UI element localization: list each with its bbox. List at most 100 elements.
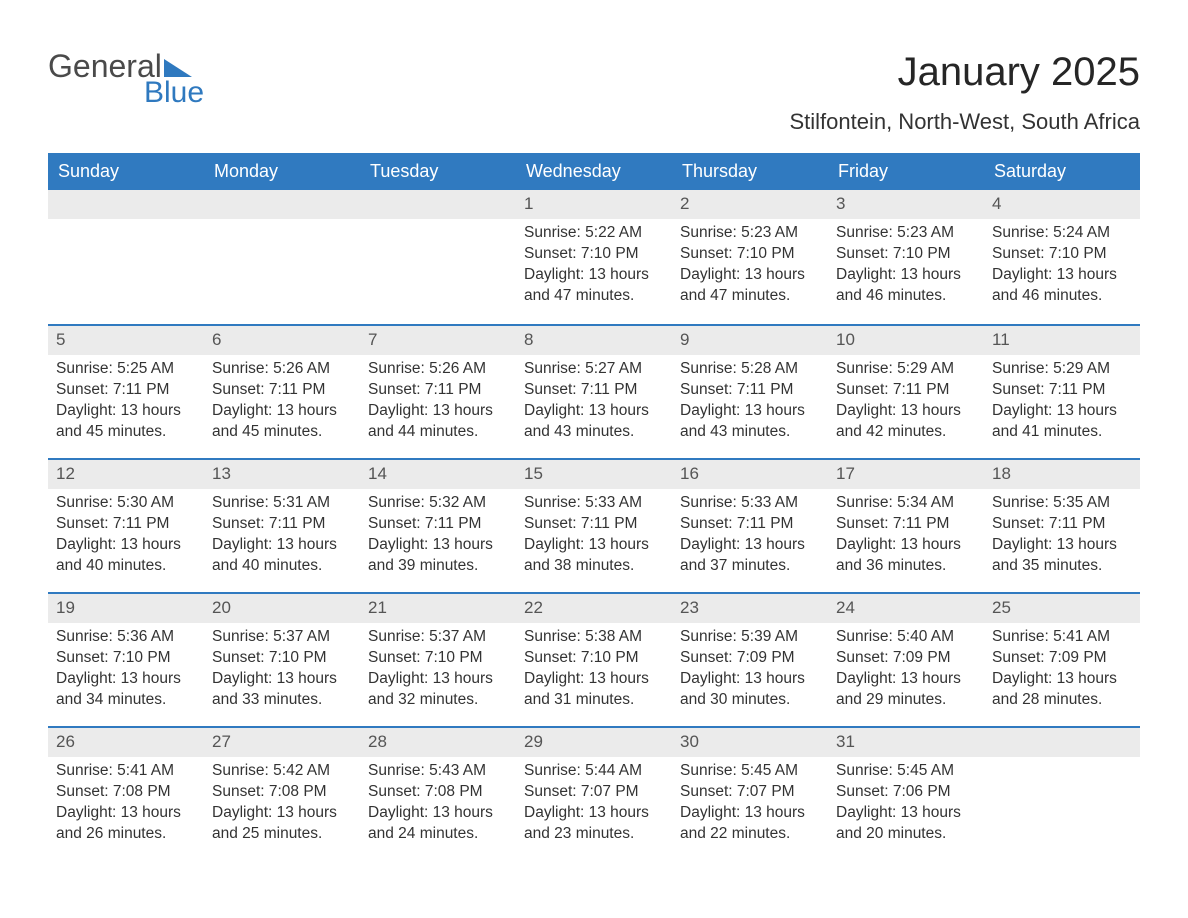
weekday-header: Saturday xyxy=(984,153,1140,190)
daylight-value-line2: and 35 minutes. xyxy=(988,556,1136,577)
sunset-value: Sunset: 7:08 PM xyxy=(52,782,200,803)
calendar-day-cell: 5Sunrise: 5:25 AMSunset: 7:11 PMDaylight… xyxy=(48,326,204,458)
daylight-value: Daylight: 13 hours xyxy=(52,803,200,824)
daylight-value: Daylight: 13 hours xyxy=(988,535,1136,556)
weekday-header-row: Sunday Monday Tuesday Wednesday Thursday… xyxy=(48,153,1140,190)
day-number: 15 xyxy=(516,460,672,489)
brand-logo: General Blue xyxy=(48,50,204,108)
day-number: 14 xyxy=(360,460,516,489)
daylight-value-line2: and 34 minutes. xyxy=(52,690,200,711)
daylight-value: Daylight: 13 hours xyxy=(520,535,668,556)
sunset-value: Sunset: 7:11 PM xyxy=(520,380,668,401)
sunset-value: Sunset: 7:11 PM xyxy=(676,514,824,535)
calendar-day-cell: 6Sunrise: 5:26 AMSunset: 7:11 PMDaylight… xyxy=(204,326,360,458)
daylight-value-line2: and 44 minutes. xyxy=(364,422,512,443)
day-number: 31 xyxy=(828,728,984,757)
calendar-day-cell: 24Sunrise: 5:40 AMSunset: 7:09 PMDayligh… xyxy=(828,594,984,726)
sunrise-value: Sunrise: 5:40 AM xyxy=(832,627,980,648)
daylight-value-line2: and 43 minutes. xyxy=(520,422,668,443)
sunrise-value: Sunrise: 5:23 AM xyxy=(676,223,824,244)
calendar-day-cell: 23Sunrise: 5:39 AMSunset: 7:09 PMDayligh… xyxy=(672,594,828,726)
daylight-value-line2: and 25 minutes. xyxy=(208,824,356,845)
day-number xyxy=(204,190,360,219)
calendar-day-cell: 30Sunrise: 5:45 AMSunset: 7:07 PMDayligh… xyxy=(672,728,828,860)
calendar-day-cell: 16Sunrise: 5:33 AMSunset: 7:11 PMDayligh… xyxy=(672,460,828,592)
sunset-value: Sunset: 7:11 PM xyxy=(208,514,356,535)
daylight-value: Daylight: 13 hours xyxy=(832,803,980,824)
day-number: 10 xyxy=(828,326,984,355)
sunrise-value: Sunrise: 5:37 AM xyxy=(208,627,356,648)
daylight-value-line2: and 22 minutes. xyxy=(676,824,824,845)
daylight-value-line2: and 47 minutes. xyxy=(676,286,824,307)
daylight-value: Daylight: 13 hours xyxy=(832,265,980,286)
calendar-day-cell: 25Sunrise: 5:41 AMSunset: 7:09 PMDayligh… xyxy=(984,594,1140,726)
daylight-value-line2: and 28 minutes. xyxy=(988,690,1136,711)
weekday-header: Monday xyxy=(204,153,360,190)
day-number: 22 xyxy=(516,594,672,623)
calendar-grid: Sunday Monday Tuesday Wednesday Thursday… xyxy=(48,153,1140,860)
day-number: 3 xyxy=(828,190,984,219)
calendar-day-cell xyxy=(984,728,1140,860)
daylight-value: Daylight: 13 hours xyxy=(520,803,668,824)
day-number: 5 xyxy=(48,326,204,355)
calendar-day-cell: 10Sunrise: 5:29 AMSunset: 7:11 PMDayligh… xyxy=(828,326,984,458)
daylight-value-line2: and 40 minutes. xyxy=(52,556,200,577)
sunrise-value: Sunrise: 5:37 AM xyxy=(364,627,512,648)
calendar-day-cell: 17Sunrise: 5:34 AMSunset: 7:11 PMDayligh… xyxy=(828,460,984,592)
daylight-value-line2: and 46 minutes. xyxy=(988,286,1136,307)
daylight-value: Daylight: 13 hours xyxy=(520,669,668,690)
daylight-value: Daylight: 13 hours xyxy=(52,669,200,690)
calendar-day-cell xyxy=(204,190,360,324)
daylight-value: Daylight: 13 hours xyxy=(988,265,1136,286)
daylight-value: Daylight: 13 hours xyxy=(208,401,356,422)
sunset-value: Sunset: 7:11 PM xyxy=(832,380,980,401)
day-number: 19 xyxy=(48,594,204,623)
calendar-day-cell: 13Sunrise: 5:31 AMSunset: 7:11 PMDayligh… xyxy=(204,460,360,592)
sunrise-value: Sunrise: 5:42 AM xyxy=(208,761,356,782)
day-number: 16 xyxy=(672,460,828,489)
daylight-value: Daylight: 13 hours xyxy=(364,535,512,556)
calendar-day-cell: 20Sunrise: 5:37 AMSunset: 7:10 PMDayligh… xyxy=(204,594,360,726)
sunset-value: Sunset: 7:11 PM xyxy=(52,380,200,401)
day-number: 23 xyxy=(672,594,828,623)
daylight-value: Daylight: 13 hours xyxy=(208,669,356,690)
calendar-day-cell: 8Sunrise: 5:27 AMSunset: 7:11 PMDaylight… xyxy=(516,326,672,458)
day-number: 25 xyxy=(984,594,1140,623)
sunrise-value: Sunrise: 5:32 AM xyxy=(364,493,512,514)
title-block: January 2025 Stilfontein, North-West, So… xyxy=(789,50,1140,135)
sunset-value: Sunset: 7:11 PM xyxy=(208,380,356,401)
sunrise-value: Sunrise: 5:26 AM xyxy=(364,359,512,380)
sunset-value: Sunset: 7:10 PM xyxy=(520,648,668,669)
sunset-value: Sunset: 7:11 PM xyxy=(520,514,668,535)
day-number: 13 xyxy=(204,460,360,489)
calendar-day-cell: 21Sunrise: 5:37 AMSunset: 7:10 PMDayligh… xyxy=(360,594,516,726)
sunset-value: Sunset: 7:07 PM xyxy=(520,782,668,803)
sunrise-value: Sunrise: 5:41 AM xyxy=(988,627,1136,648)
daylight-value: Daylight: 13 hours xyxy=(676,401,824,422)
daylight-value-line2: and 40 minutes. xyxy=(208,556,356,577)
calendar-day-cell: 3Sunrise: 5:23 AMSunset: 7:10 PMDaylight… xyxy=(828,190,984,324)
calendar-week-row: 19Sunrise: 5:36 AMSunset: 7:10 PMDayligh… xyxy=(48,592,1140,726)
day-number: 2 xyxy=(672,190,828,219)
sunrise-value: Sunrise: 5:44 AM xyxy=(520,761,668,782)
daylight-value-line2: and 45 minutes. xyxy=(52,422,200,443)
sunset-value: Sunset: 7:10 PM xyxy=(520,244,668,265)
daylight-value: Daylight: 13 hours xyxy=(208,535,356,556)
sunrise-value: Sunrise: 5:28 AM xyxy=(676,359,824,380)
page-title: January 2025 xyxy=(789,50,1140,95)
sunrise-value: Sunrise: 5:29 AM xyxy=(832,359,980,380)
daylight-value: Daylight: 13 hours xyxy=(364,803,512,824)
weekday-header: Tuesday xyxy=(360,153,516,190)
sunrise-value: Sunrise: 5:35 AM xyxy=(988,493,1136,514)
calendar-day-cell: 22Sunrise: 5:38 AMSunset: 7:10 PMDayligh… xyxy=(516,594,672,726)
day-number: 29 xyxy=(516,728,672,757)
sunrise-value: Sunrise: 5:39 AM xyxy=(676,627,824,648)
sunset-value: Sunset: 7:08 PM xyxy=(364,782,512,803)
sunset-value: Sunset: 7:09 PM xyxy=(676,648,824,669)
daylight-value-line2: and 38 minutes. xyxy=(520,556,668,577)
day-number xyxy=(984,728,1140,757)
calendar-week-row: 1Sunrise: 5:22 AMSunset: 7:10 PMDaylight… xyxy=(48,190,1140,324)
sunrise-value: Sunrise: 5:36 AM xyxy=(52,627,200,648)
day-number: 26 xyxy=(48,728,204,757)
sunset-value: Sunset: 7:09 PM xyxy=(988,648,1136,669)
